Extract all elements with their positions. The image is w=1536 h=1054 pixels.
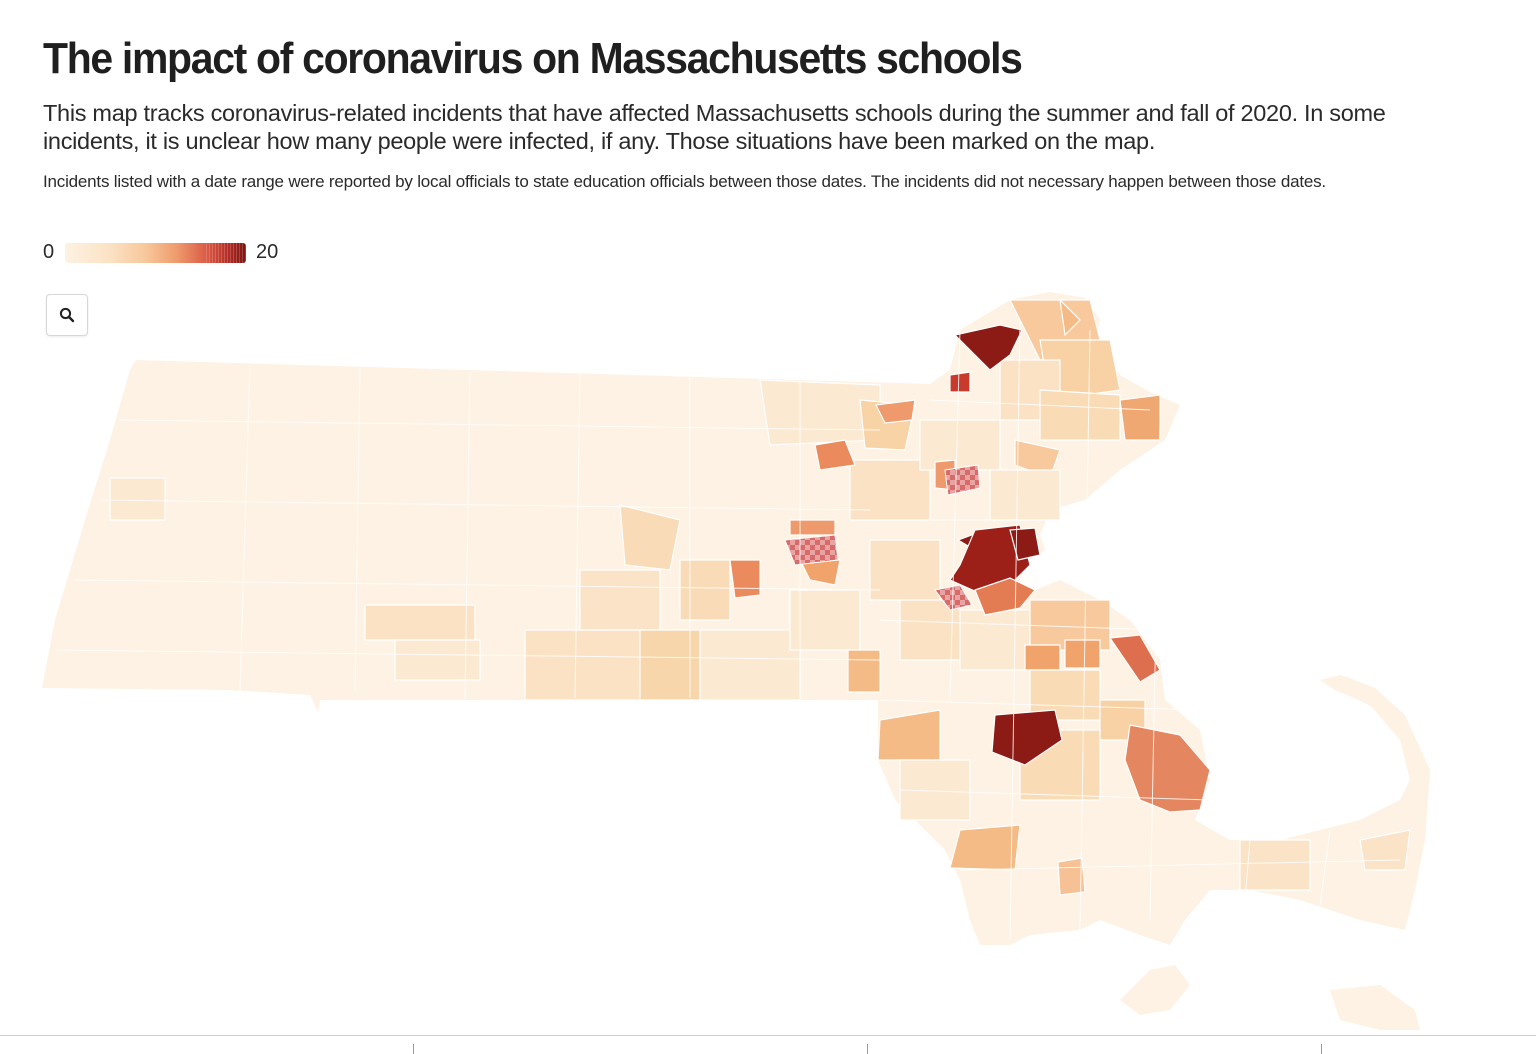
legend-min-label: 0	[43, 241, 55, 263]
unclear-incident-area	[784, 534, 839, 566]
municipality	[989, 469, 1061, 521]
bottom-divider	[0, 1035, 1536, 1036]
municipality	[1239, 839, 1311, 891]
high-count-municipalities	[729, 324, 1211, 813]
municipality	[1119, 394, 1161, 441]
municipality-high	[953, 324, 1023, 371]
marthas-vineyard	[1330, 985, 1420, 1030]
municipality	[619, 504, 681, 571]
municipality	[524, 629, 641, 701]
municipality-high	[729, 559, 761, 599]
municipalities	[109, 298, 1411, 896]
massachusetts-map[interactable]	[0, 280, 1536, 1040]
page-title: The impact of coronavirus on Massachuset…	[43, 34, 1023, 83]
municipality	[394, 639, 481, 681]
unclear-municipalities	[784, 464, 981, 611]
axis-tick	[867, 1044, 868, 1054]
municipality	[899, 759, 971, 821]
municipality-high	[949, 371, 971, 393]
unclear-incident-area	[934, 584, 973, 611]
municipality	[949, 824, 1021, 871]
state-mainland	[42, 292, 1430, 945]
legend-max-label: 20	[256, 241, 279, 263]
municipality-high	[1124, 724, 1211, 813]
municipality	[869, 539, 941, 601]
nantucket-island	[1120, 965, 1190, 1015]
axis-tick	[413, 1044, 414, 1054]
zoom-button[interactable]	[46, 294, 88, 336]
unclear-incident-area	[944, 464, 981, 496]
municipality-high	[991, 709, 1063, 766]
municipality	[364, 604, 476, 641]
municipality	[699, 629, 801, 701]
map-description: This map tracks coronavirus-related inci…	[43, 100, 1386, 154]
municipality	[1029, 599, 1111, 651]
boundary-lines	[54, 319, 1401, 941]
municipality	[847, 649, 881, 693]
municipality-high	[1108, 634, 1161, 683]
municipality	[109, 477, 166, 521]
municipality-high	[875, 399, 916, 424]
municipality	[849, 459, 931, 521]
municipality	[679, 559, 731, 621]
municipality-high	[974, 577, 1036, 616]
axis-tick	[1321, 1044, 1322, 1054]
municipality	[1039, 389, 1121, 441]
municipality	[959, 609, 1031, 671]
municipality-high	[789, 519, 836, 536]
municipality	[1024, 644, 1061, 671]
municipality	[1059, 298, 1081, 337]
municipality	[579, 569, 661, 631]
search-icon	[59, 307, 75, 323]
municipality-high	[814, 439, 856, 471]
cape-tip	[1320, 676, 1395, 712]
municipality	[919, 419, 1001, 471]
municipality-high	[1009, 527, 1041, 561]
municipality	[1064, 639, 1101, 669]
legend-color-ramp	[65, 243, 246, 263]
date-range-note: Incidents listed with a date range were …	[43, 172, 1326, 191]
